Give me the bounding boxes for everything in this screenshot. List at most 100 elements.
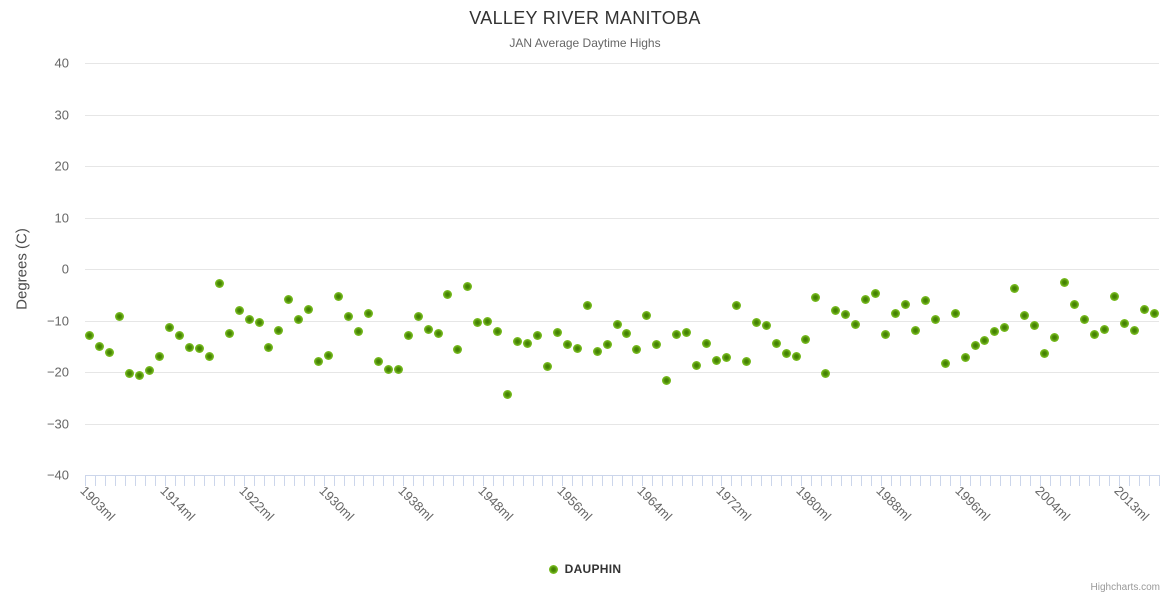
data-point[interactable] [344,312,354,322]
data-point[interactable] [582,300,592,310]
data-point[interactable] [1139,304,1149,314]
data-point[interactable] [294,315,304,325]
data-point[interactable] [632,345,642,355]
data-point[interactable] [284,294,294,304]
data-point[interactable] [622,328,632,338]
data-point[interactable] [463,282,473,291]
data-point[interactable] [403,331,413,341]
data-point[interactable] [532,330,542,340]
data-point[interactable] [85,331,95,341]
data-point[interactable] [244,315,254,325]
data-point[interactable] [652,339,662,349]
data-point[interactable] [980,335,990,345]
data-point[interactable] [145,366,155,376]
data-point[interactable] [503,390,513,400]
data-point[interactable] [304,304,314,314]
data-point[interactable] [612,320,622,330]
data-point[interactable] [562,339,572,349]
data-point[interactable] [1079,315,1089,325]
data-point[interactable] [334,292,344,302]
data-point[interactable] [314,356,324,366]
data-point[interactable] [731,301,741,311]
data-point[interactable] [801,335,811,345]
data-point[interactable] [791,351,801,361]
data-point[interactable] [592,347,602,357]
data-point[interactable] [1069,299,1079,309]
data-point[interactable] [910,325,920,335]
highcharts-credit[interactable]: Highcharts.com [1090,582,1160,593]
data-point[interactable] [702,338,712,348]
data-point[interactable] [264,342,274,352]
data-point[interactable] [105,348,115,358]
data-point[interactable] [851,319,861,329]
data-point[interactable] [990,326,1000,336]
data-point[interactable] [224,328,234,338]
data-point[interactable] [1040,349,1050,359]
data-point[interactable] [662,375,672,385]
data-point[interactable] [1030,320,1040,330]
data-point[interactable] [1060,278,1070,288]
data-point[interactable] [523,338,533,348]
data-point[interactable] [890,308,900,318]
data-point[interactable] [353,326,363,336]
data-point[interactable] [602,340,612,350]
data-point[interactable] [513,336,523,346]
data-point[interactable] [1119,319,1129,329]
data-point[interactable] [254,318,264,328]
data-point[interactable] [1149,309,1159,319]
data-point[interactable] [682,328,692,338]
data-point[interactable] [383,364,393,374]
data-point[interactable] [95,341,105,351]
data-point[interactable] [960,352,970,362]
data-point[interactable] [841,309,851,319]
data-point[interactable] [711,356,721,366]
data-point[interactable] [542,361,552,371]
data-point[interactable] [174,330,184,340]
legend-item-dauphin[interactable]: DAUPHIN [548,562,622,576]
data-point[interactable] [423,325,433,335]
data-point[interactable] [204,351,214,361]
data-point[interactable] [900,300,910,310]
data-point[interactable] [771,339,781,349]
data-point[interactable] [184,343,194,353]
data-point[interactable] [781,348,791,358]
data-point[interactable] [493,326,503,336]
data-point[interactable] [861,294,871,304]
data-point[interactable] [1050,332,1060,342]
data-point[interactable] [413,311,423,321]
data-point[interactable] [1020,310,1030,320]
data-point[interactable] [1089,330,1099,340]
data-point[interactable] [572,343,582,353]
data-point[interactable] [741,356,751,366]
data-point[interactable] [831,306,841,316]
data-point[interactable] [453,345,463,355]
data-point[interactable] [483,317,493,327]
data-point[interactable] [433,329,443,339]
data-point[interactable] [1099,325,1109,335]
data-point[interactable] [135,371,145,381]
data-point[interactable] [363,309,373,319]
data-point[interactable] [940,358,950,368]
data-point[interactable] [274,326,284,336]
data-point[interactable] [1109,291,1119,301]
data-point[interactable] [751,318,761,328]
data-point[interactable] [950,308,960,318]
data-point[interactable] [1129,326,1139,336]
data-point[interactable] [1000,323,1010,333]
data-point[interactable] [821,368,831,378]
data-point[interactable] [721,352,731,362]
data-point[interactable] [214,278,224,288]
data-point[interactable] [552,327,562,337]
data-point[interactable] [930,315,940,325]
data-point[interactable] [811,292,821,302]
data-point[interactable] [642,311,652,321]
data-point[interactable] [393,365,403,375]
data-point[interactable] [373,356,383,366]
data-point[interactable] [871,288,881,298]
data-point[interactable] [115,311,125,321]
data-point[interactable] [125,368,135,378]
data-point[interactable] [194,344,204,354]
data-point[interactable] [881,330,891,340]
data-point[interactable] [761,320,771,330]
data-point[interactable] [1010,284,1020,294]
